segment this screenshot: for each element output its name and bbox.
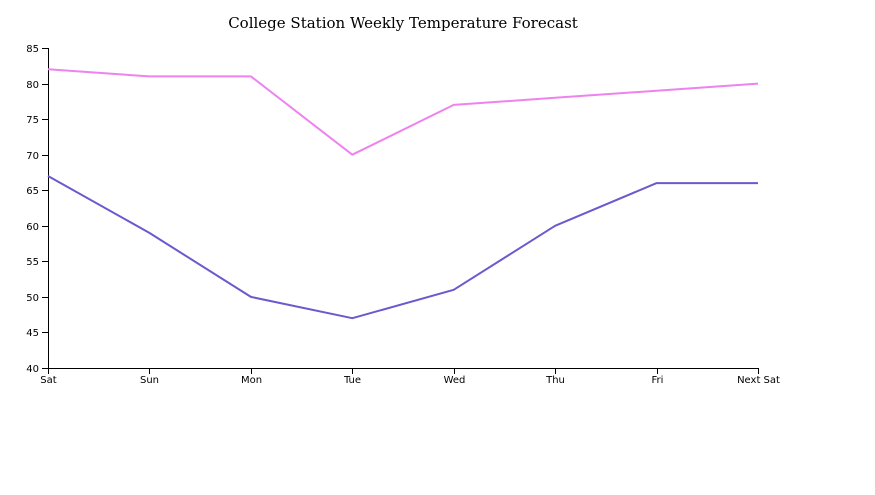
y-tick-label: 85 — [26, 44, 39, 55]
y-tick-label: 65 — [26, 186, 39, 197]
y-tick-label: 60 — [26, 222, 39, 233]
x-tick-label: Wed — [444, 375, 466, 386]
y-tick-label: 50 — [26, 293, 39, 304]
y-tick-label: 40 — [26, 364, 39, 375]
x-tick-label: Thu — [545, 375, 565, 386]
x-axis: Sat Sun Mon Tue Wed Thu Fri Next Sat — [40, 368, 780, 386]
x-tick-label: Tue — [343, 375, 361, 386]
series-group — [47, 68, 759, 320]
y-tick-label: 70 — [26, 151, 39, 162]
chart-title: College Station Weekly Temperature Forec… — [228, 14, 578, 32]
y-axis: 40 45 50 55 60 65 70 75 80 85 — [26, 44, 49, 375]
x-tick-label: Sat — [40, 375, 56, 386]
y-tick-label: 75 — [26, 115, 39, 126]
y-tick-label: 55 — [26, 257, 39, 268]
x-tick-label: Next Sat — [737, 375, 780, 386]
x-tick-label: Mon — [241, 375, 262, 386]
y-tick-label: 80 — [26, 80, 39, 91]
x-tick-label: Sun — [140, 375, 159, 386]
series-line-1 — [47, 68, 759, 156]
y-tick-label: 45 — [26, 328, 39, 339]
x-tick-label: Fri — [652, 375, 664, 386]
series-line-2 — [47, 175, 758, 320]
